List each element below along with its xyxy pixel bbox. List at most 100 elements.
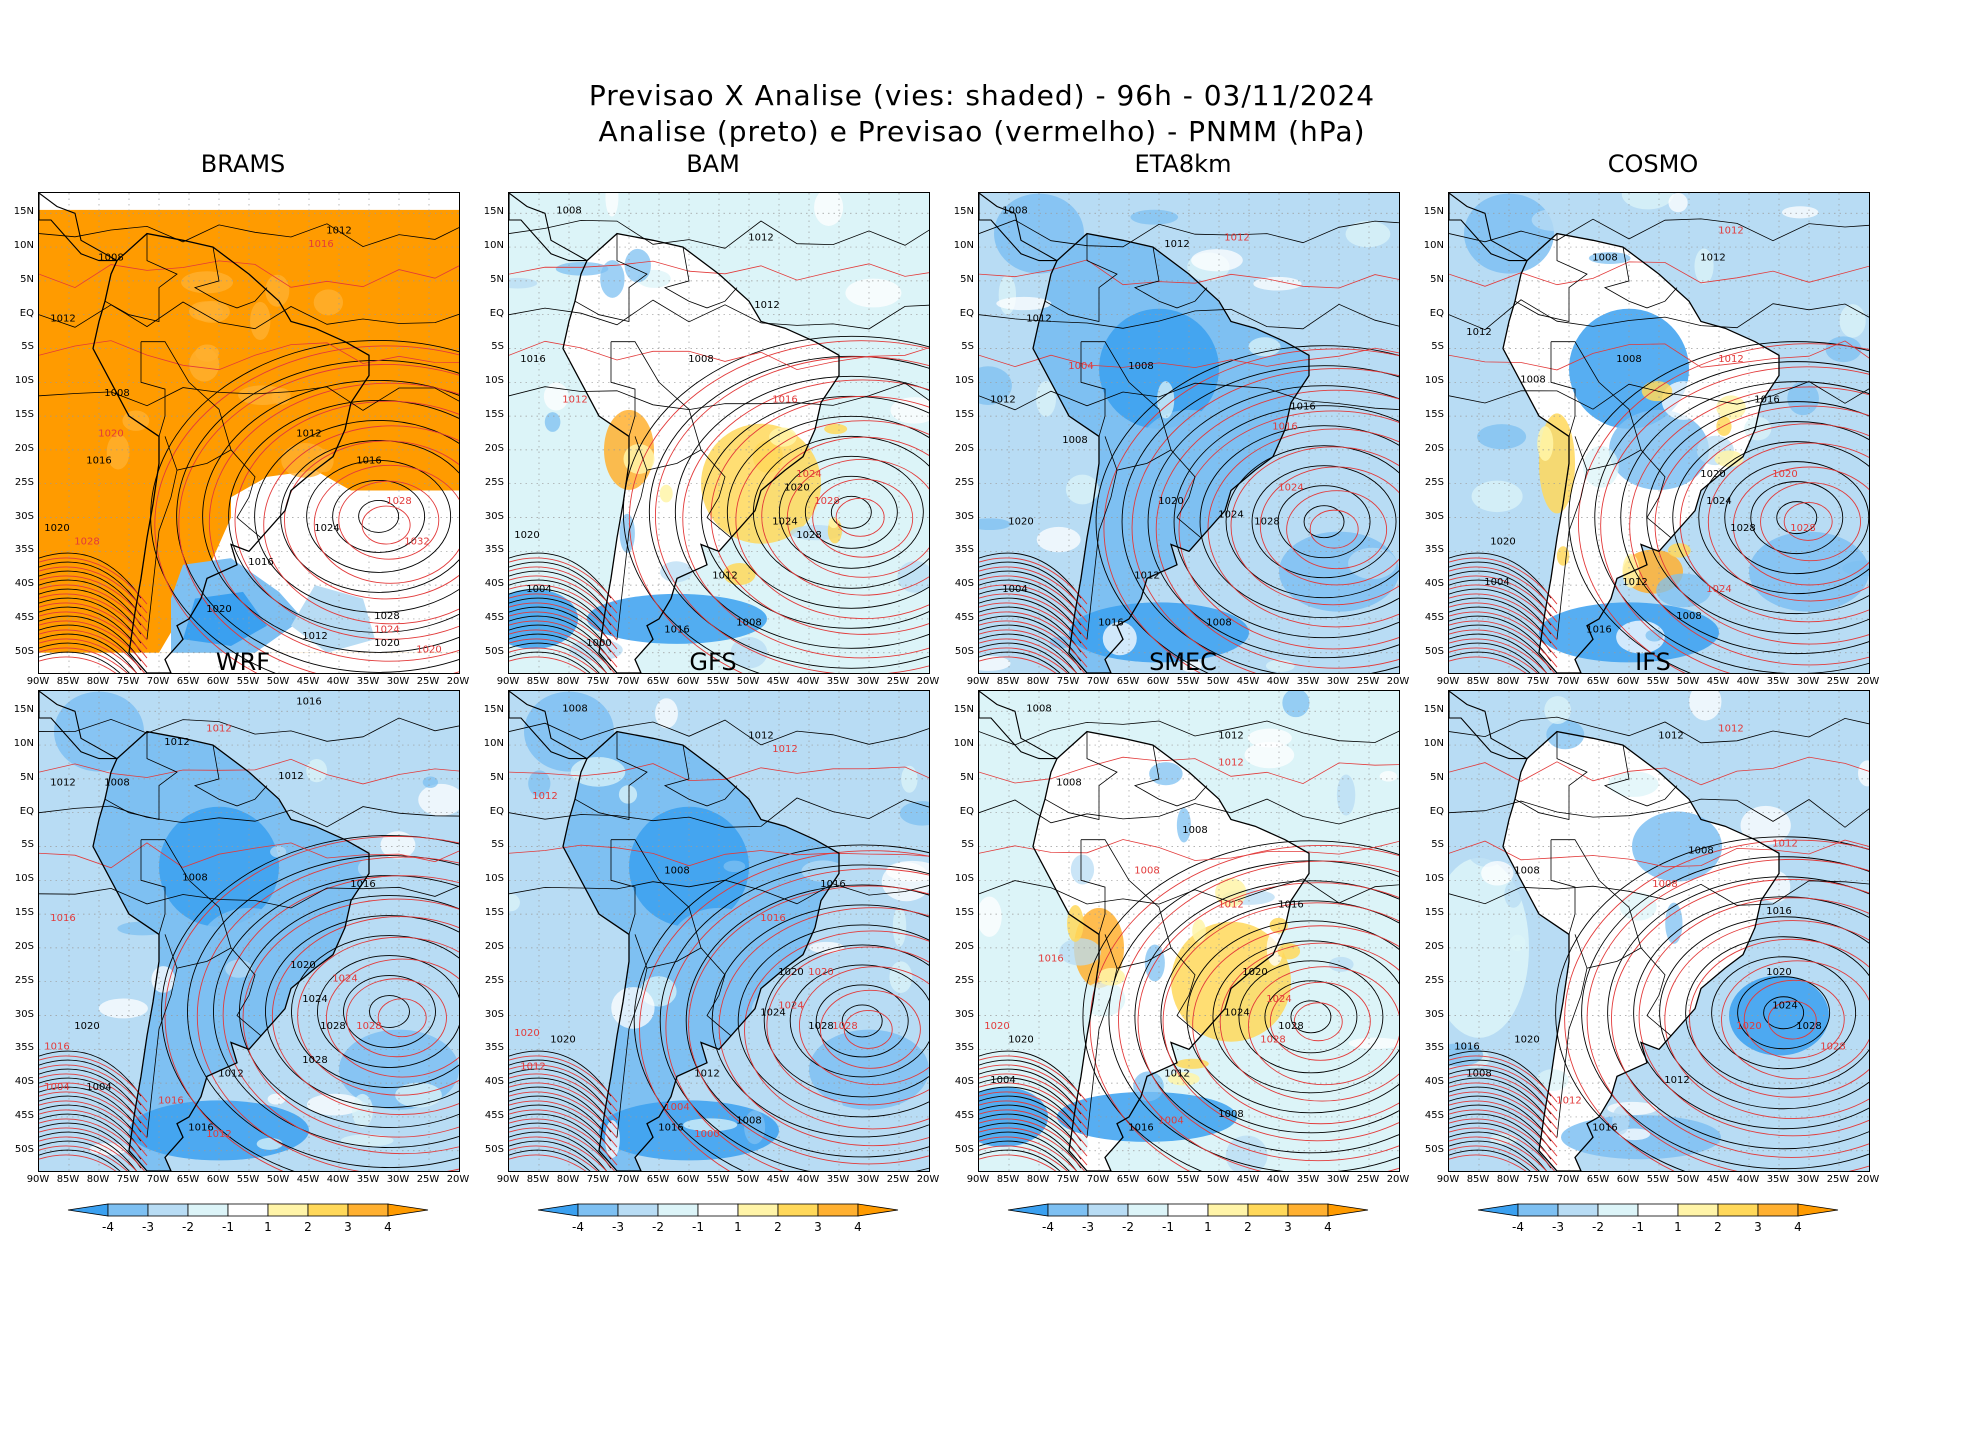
x-tick-label: 85W (1466, 1174, 1490, 1185)
central-america-coastline (979, 691, 1058, 760)
isobar-label: 1012 (532, 791, 557, 802)
colorbar-segment (1167, 1203, 1209, 1217)
country-border (1086, 968, 1118, 1138)
isobar-label: 1008 (1592, 253, 1617, 264)
country-border (1104, 436, 1172, 471)
x-tick-label: 40W (796, 1174, 820, 1185)
x-tick-label: 80W (86, 1174, 110, 1185)
isobar-label: 1012 (1700, 253, 1725, 264)
colorbar-label: 3 (814, 1220, 822, 1234)
isobar-label: 1028 (1254, 516, 1279, 527)
isobar-label: 1012 (296, 428, 321, 439)
isobar-label: 1024 (1278, 482, 1303, 493)
x-tick-label: 35W (826, 676, 850, 687)
isobar-contours (39, 223, 459, 673)
x-tick-label: 65W (646, 1174, 670, 1185)
isobar-label: 1012 (1218, 730, 1243, 741)
y-tick-label: 35S (1424, 1042, 1444, 1054)
x-tick-label: 45W (766, 1174, 790, 1185)
bias-shading (39, 209, 459, 653)
isobar-label: 1008 (1206, 618, 1231, 629)
x-tick-label: 50W (266, 676, 290, 687)
y-tick-label: 5S (491, 839, 504, 851)
isobar-label: 1008 (104, 388, 129, 399)
x-tick-label: 75W (116, 676, 140, 687)
y-tick-label: 35S (954, 544, 974, 556)
isobar-label: 1028 (814, 496, 839, 507)
colorbar-segment (1247, 1203, 1289, 1217)
x-tick-label: 40W (326, 1174, 350, 1185)
x-tick-label: 90W (26, 1174, 50, 1185)
country-border (1044, 233, 1118, 323)
x-tick-label: 90W (1436, 1174, 1460, 1185)
x-tick-label: 60W (1146, 676, 1170, 687)
isobar-label: 1020 (778, 967, 803, 978)
colorbar-segment (697, 1203, 739, 1217)
x-tick-label: 70W (1086, 1174, 1110, 1185)
isobar-label: 1028 (832, 1021, 857, 1032)
south-america-coastline (562, 730, 840, 1171)
y-tick-label: 25S (954, 476, 974, 488)
y-tick-label: 40S (954, 578, 974, 590)
y-tick-label: 10N (1423, 738, 1444, 750)
isobar-contours (979, 720, 1399, 1171)
colorbar-segment (1757, 1203, 1799, 1217)
isobar-label: 1020 (74, 1021, 99, 1032)
isobar-label: 1020 (1514, 1035, 1539, 1046)
y-tick-label: 10S (954, 375, 974, 387)
colorbar-label: -1 (222, 1220, 234, 1234)
colorbar-label: 4 (1324, 1220, 1332, 1234)
map-frame: 1008 1012 1012 1012 1008 1004 1012 1008 1016 1016… (978, 192, 1400, 674)
x-tick-label: 90W (966, 1174, 990, 1185)
colorbar: -4 -3 -2 -1 1 2 3 4 (508, 1198, 928, 1246)
x-tick-label: 50W (736, 676, 760, 687)
isobar-label: 1020 (984, 1021, 1009, 1032)
isobar-label: 1024 (374, 624, 399, 635)
x-tick-label: 20W (916, 1174, 940, 1185)
colorbar-label: 1 (264, 1220, 272, 1234)
isobar-label: 1016 (1592, 1122, 1617, 1133)
panel-title: COSMO (1607, 150, 1699, 178)
isobar-label: 1012 (712, 570, 737, 581)
panel-title: BAM (686, 150, 740, 178)
colorbar-label: 1 (1674, 1220, 1682, 1234)
isobar-label: 1008 (1652, 879, 1677, 890)
y-tick-label: 35S (14, 1042, 34, 1054)
country-border (1044, 731, 1118, 821)
isobar-label: 1004 (1068, 361, 1093, 372)
x-tick-label: 65W (646, 676, 670, 687)
x-tick-label: 60W (1146, 1174, 1170, 1185)
isobar-label: 1008 (736, 618, 761, 629)
isobar-label: 1016 (1454, 1041, 1479, 1052)
y-tick-label: 10S (954, 873, 974, 885)
y-tick-label: 10S (14, 375, 34, 387)
colorbar-label: -4 (1042, 1220, 1054, 1234)
isobar-label: 1012 (50, 313, 75, 324)
y-tick-label: 5S (1431, 839, 1444, 851)
x-tick-label: 80W (1026, 1174, 1050, 1185)
country-border (193, 745, 268, 807)
y-tick-label: 45S (954, 1109, 974, 1121)
x-tick-label: 25W (1356, 676, 1380, 687)
x-tick-label: 60W (676, 1174, 700, 1185)
bias-shading (979, 691, 1399, 1171)
isobar-label: 1008 (1182, 825, 1207, 836)
x-tick-label: 40W (1736, 676, 1760, 687)
colorbar-segment (1637, 1203, 1679, 1217)
x-tick-label: 80W (556, 1174, 580, 1185)
x-tick-label: 75W (1526, 676, 1550, 687)
country-border (104, 731, 178, 821)
isobar-label: 1012 (1658, 730, 1683, 741)
x-tick-label: 55W (706, 1174, 730, 1185)
x-tick-label: 20W (1386, 1174, 1410, 1185)
x-tick-label: 70W (1556, 1174, 1580, 1185)
x-tick-label: 90W (26, 676, 50, 687)
colorbar-label: -2 (182, 1220, 194, 1234)
x-tick-label: 90W (966, 676, 990, 687)
isobar-label: 1016 (772, 395, 797, 406)
x-tick-label: 70W (616, 1174, 640, 1185)
y-tick-label: 5S (961, 839, 974, 851)
x-tick-label: 85W (526, 1174, 550, 1185)
x-tick-label: 45W (766, 676, 790, 687)
x-tick-label: 20W (1856, 1174, 1880, 1185)
